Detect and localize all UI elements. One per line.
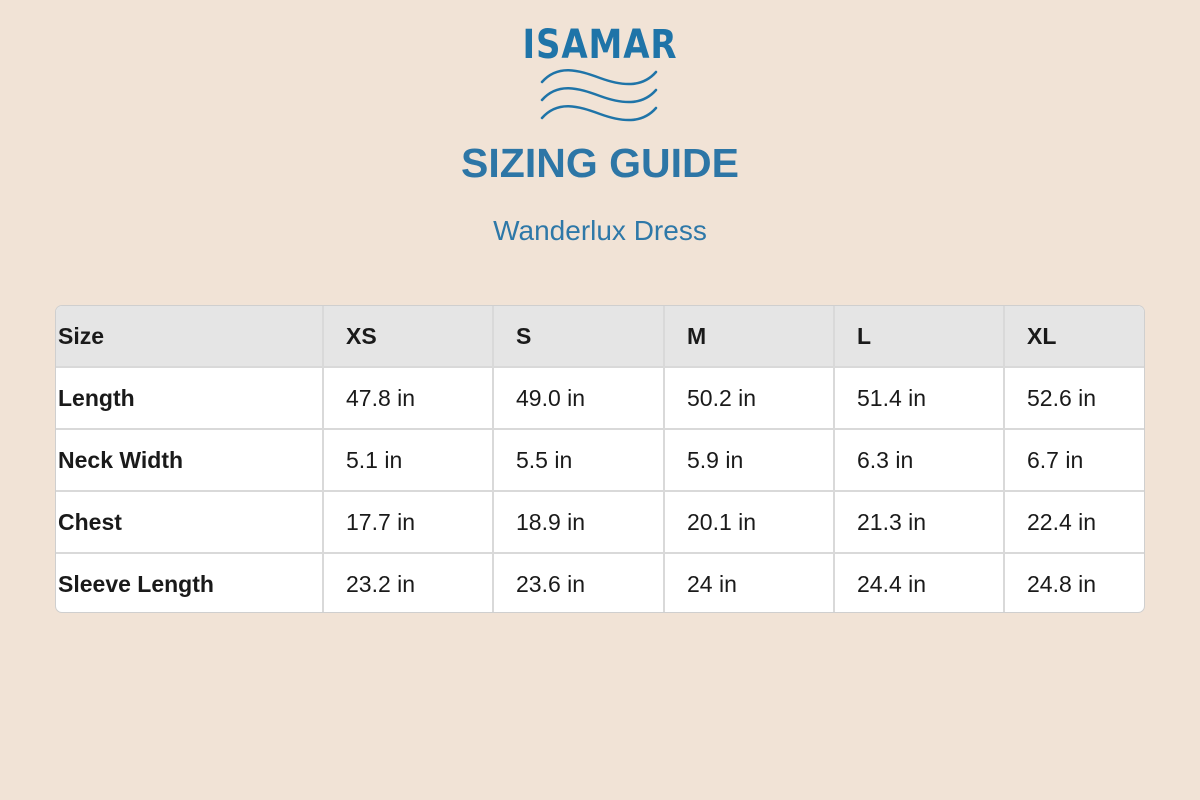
- table-cell: 21.3 in: [833, 490, 1005, 554]
- table-cell: 22.4 in: [1003, 490, 1144, 554]
- table-row: Chest 17.7 in 18.9 in 20.1 in 21.3 in 22…: [56, 490, 1144, 554]
- page-title: SIZING GUIDE: [461, 140, 739, 186]
- row-label: Neck Width: [56, 428, 324, 492]
- header-cell: L: [833, 306, 1005, 368]
- header-cell: Size: [56, 306, 324, 368]
- table-row: Neck Width 5.1 in 5.5 in 5.9 in 6.3 in 6…: [56, 428, 1144, 492]
- product-name: Wanderlux Dress: [493, 215, 707, 246]
- header-cell: XL: [1003, 306, 1144, 368]
- table-cell: 24 in: [663, 552, 835, 612]
- table-cell: 6.3 in: [833, 428, 1005, 492]
- table-row: Sleeve Length 23.2 in 23.6 in 24 in 24.4…: [56, 552, 1144, 612]
- table-cell: 6.7 in: [1003, 428, 1144, 492]
- header-cell: M: [663, 306, 835, 368]
- row-label: Length: [56, 366, 324, 430]
- table-header-row: Size XS S M L XL: [56, 306, 1144, 368]
- table-cell: 5.9 in: [663, 428, 835, 492]
- brand-logo-text: ISAMAR: [522, 22, 678, 68]
- table-cell: 5.1 in: [322, 428, 494, 492]
- table-cell: 18.9 in: [492, 490, 665, 554]
- table-cell: 24.4 in: [833, 552, 1005, 612]
- table-cell: 52.6 in: [1003, 366, 1144, 430]
- table-cell: 49.0 in: [492, 366, 665, 430]
- table-cell: 20.1 in: [663, 490, 835, 554]
- waves-icon: [540, 69, 658, 122]
- table-cell: 23.2 in: [322, 552, 494, 612]
- table-cell: 47.8 in: [322, 366, 494, 430]
- table-row: Length 47.8 in 49.0 in 50.2 in 51.4 in 5…: [56, 366, 1144, 430]
- table-cell: 51.4 in: [833, 366, 1005, 430]
- table-cell: 50.2 in: [663, 366, 835, 430]
- table-cell: 24.8 in: [1003, 552, 1144, 612]
- table-cell: 17.7 in: [322, 490, 494, 554]
- table-cell: 23.6 in: [492, 552, 665, 612]
- row-label: Chest: [56, 490, 324, 554]
- row-label: Sleeve Length: [56, 552, 324, 612]
- header-cell: S: [492, 306, 665, 368]
- table-cell: 5.5 in: [492, 428, 665, 492]
- sizing-table: Size XS S M L XL Length 47.8 in 49.0 in …: [55, 305, 1145, 613]
- header-cell: XS: [322, 306, 494, 368]
